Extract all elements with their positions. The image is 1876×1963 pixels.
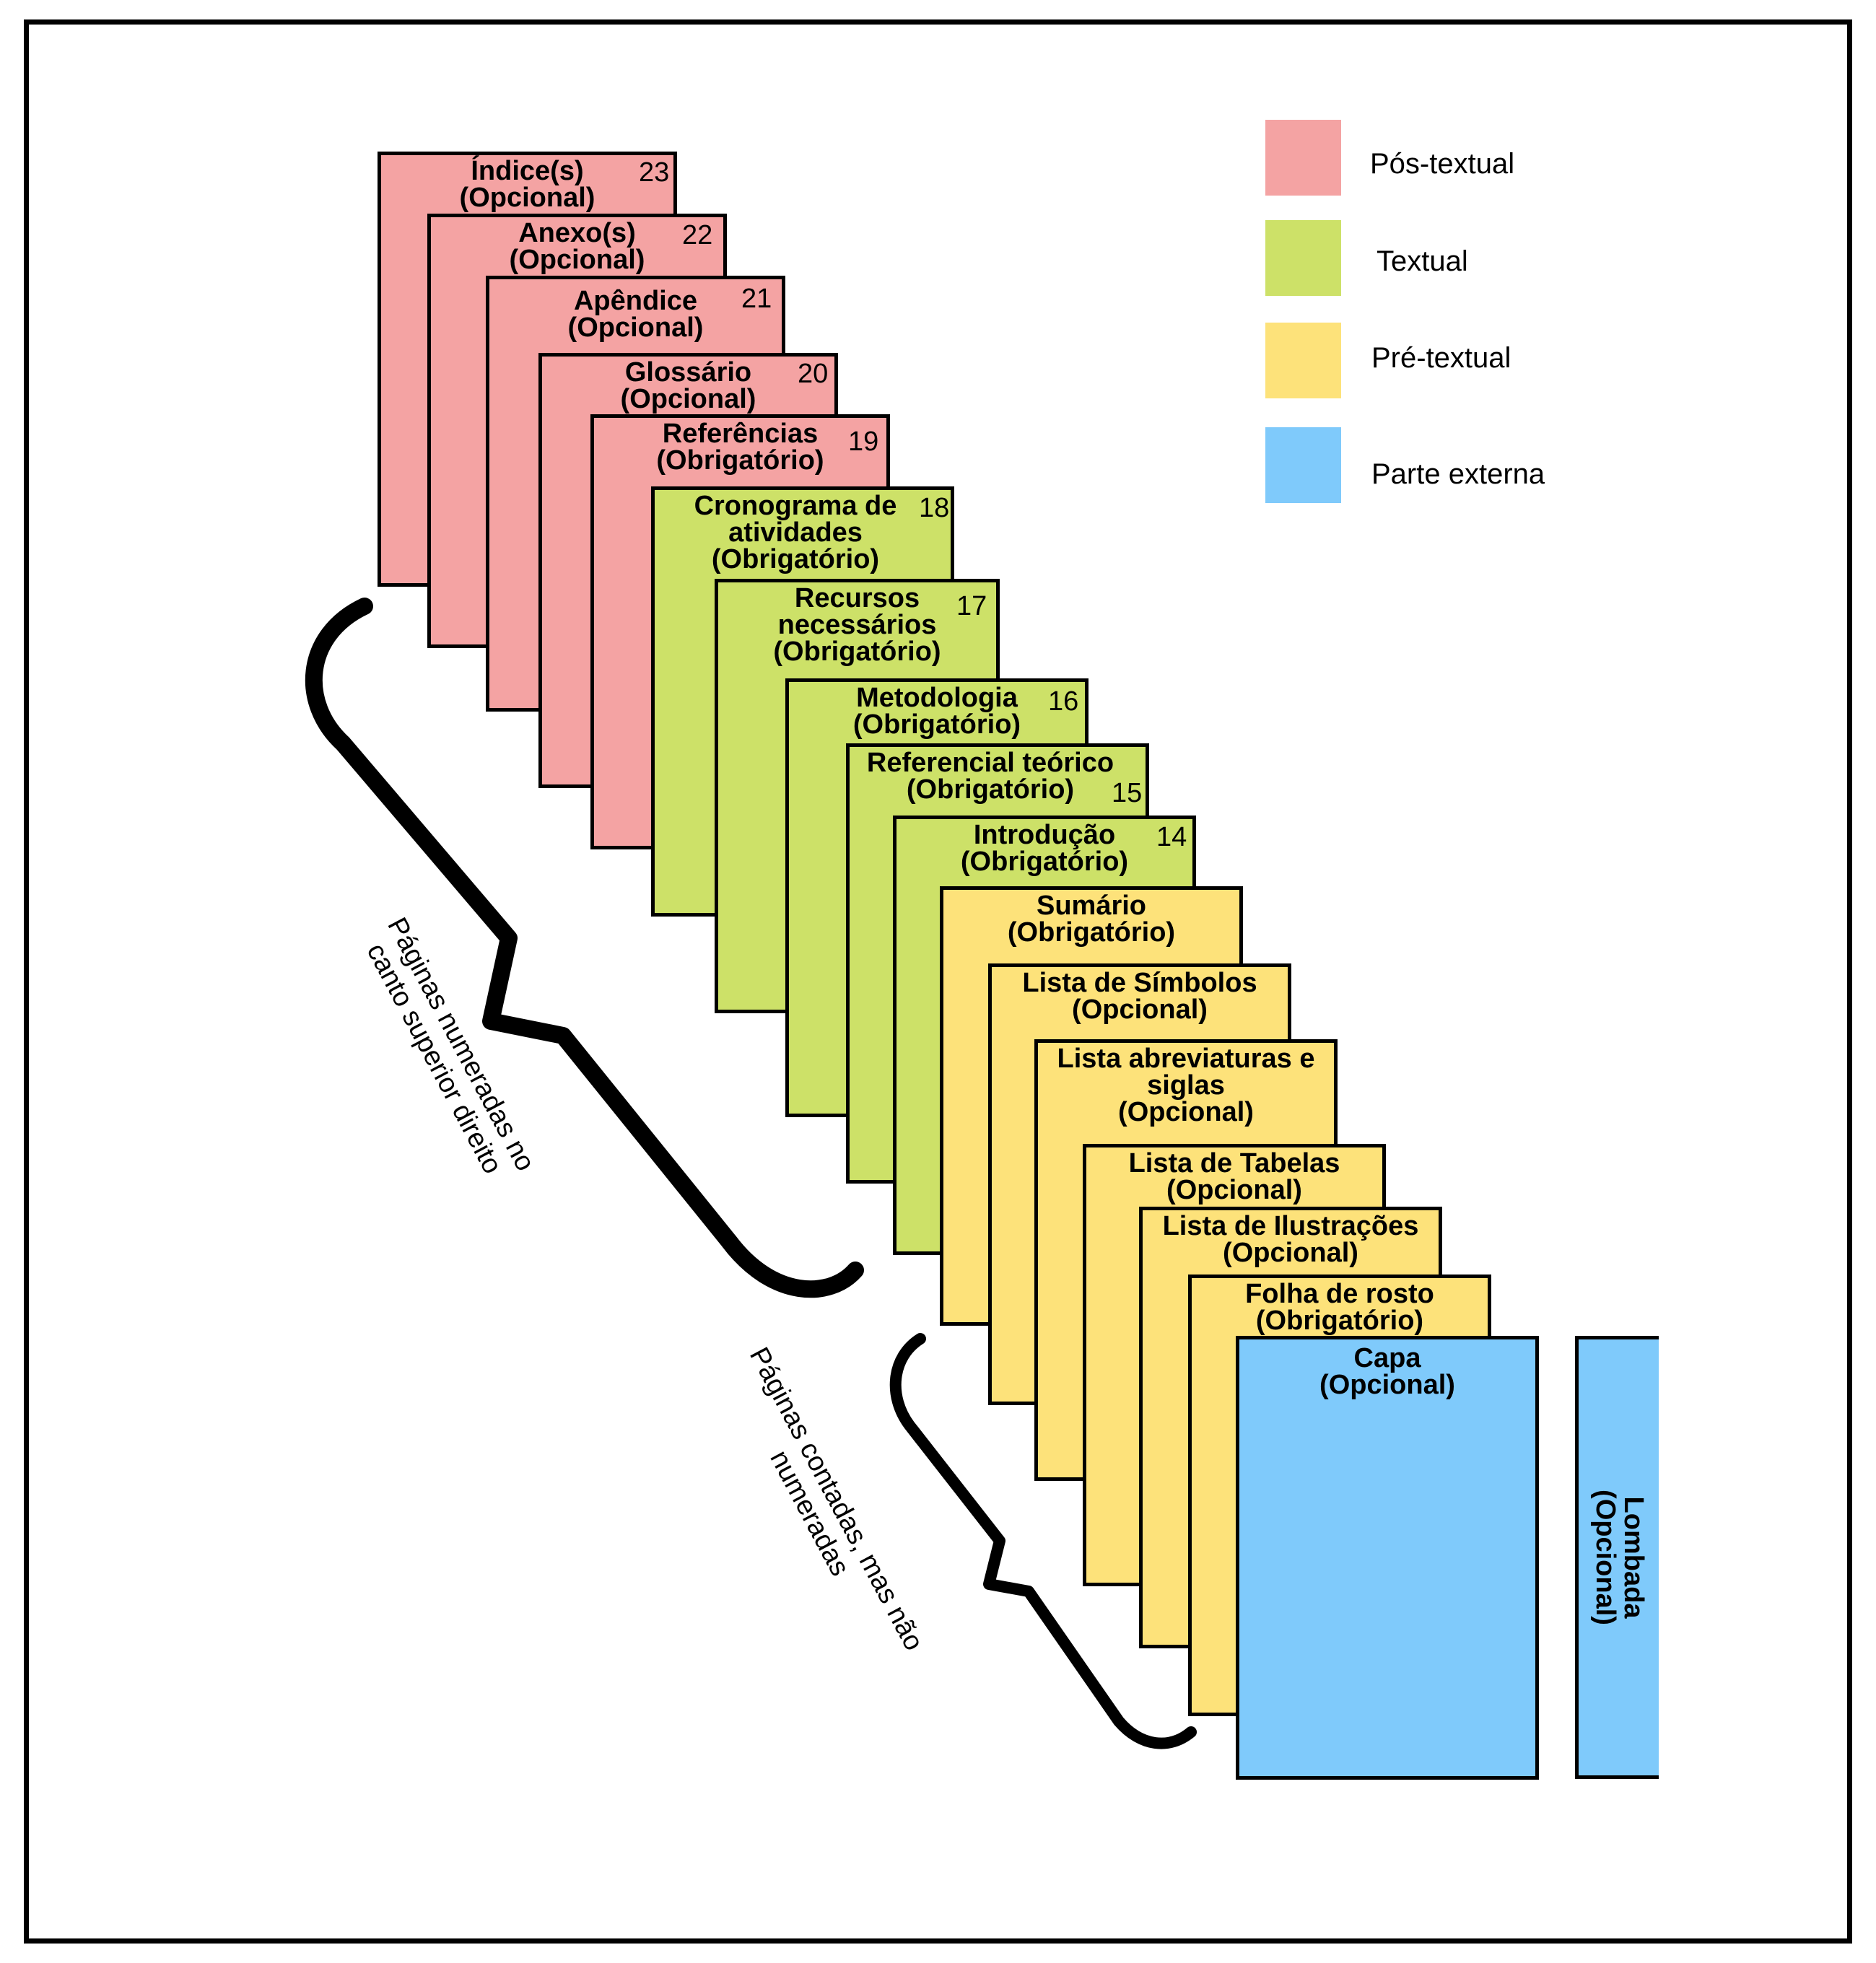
page-title: Anexo(s) (Opcional) <box>509 218 645 275</box>
page-number: 20 <box>798 359 829 389</box>
legend-swatch-textual <box>1265 220 1341 296</box>
spine-lombada: Lombada (Opcional) <box>1575 1336 1659 1779</box>
numbered-pages-brace <box>305 598 864 1298</box>
page-title: Índice(s) (Opcional) <box>459 156 595 213</box>
page-title: Recursos necessários (Obrigatório) <box>773 583 941 667</box>
page-number: 21 <box>741 284 772 314</box>
page-number: 15 <box>1112 778 1143 808</box>
page-title: Folha de rosto (Obrigatório) <box>1245 1279 1434 1336</box>
legend-label-parte-externa: Parte externa <box>1371 458 1545 490</box>
page-title: Referencial teórico (Obrigatório) <box>866 748 1114 805</box>
page-title: Metodologia (Obrigatório) <box>852 683 1021 740</box>
page-number: 16 <box>1048 686 1079 717</box>
diagram-frame <box>24 19 1852 1944</box>
page-title: Glossário (Opcional) <box>620 357 756 414</box>
page-number: 14 <box>1156 822 1187 852</box>
page-title: Apêndice (Opcional) <box>567 286 704 343</box>
legend-label-textual: Textual <box>1377 245 1468 277</box>
page-title: Capa (Opcional) <box>1319 1343 1455 1400</box>
page-number: 23 <box>639 157 670 188</box>
page-title: Lista de Tabelas (Opcional) <box>1128 1148 1340 1205</box>
page-externa-17: Capa (Opcional) <box>1236 1336 1539 1780</box>
legend-swatch-pre-textual <box>1265 323 1341 398</box>
legend-swatch-parte-externa <box>1265 427 1341 503</box>
page-number: 17 <box>956 591 987 621</box>
page-title: Lista de Símbolos (Opcional) <box>1022 968 1257 1025</box>
page-title: Cronograma de atividades (Obrigatório) <box>694 491 897 574</box>
page-title: Sumário (Obrigatório) <box>1007 891 1176 948</box>
page-number: 22 <box>682 220 713 250</box>
page-number: 18 <box>919 493 950 523</box>
page-title: Referências (Obrigatório) <box>656 419 824 476</box>
counted-pages-brace <box>889 1333 1197 1749</box>
page-title: Introdução (Obrigatório) <box>960 820 1129 877</box>
page-title: Lista de Ilustrações (Opcional) <box>1162 1211 1419 1268</box>
legend-swatch-pos-textual <box>1265 120 1341 196</box>
legend-label-pos-textual: Pós-textual <box>1370 148 1515 180</box>
legend-label-pre-textual: Pré-textual <box>1371 342 1511 374</box>
page-title: Lista abreviaturas e siglas (Opcional) <box>1057 1044 1315 1127</box>
page-number: 19 <box>848 427 879 457</box>
